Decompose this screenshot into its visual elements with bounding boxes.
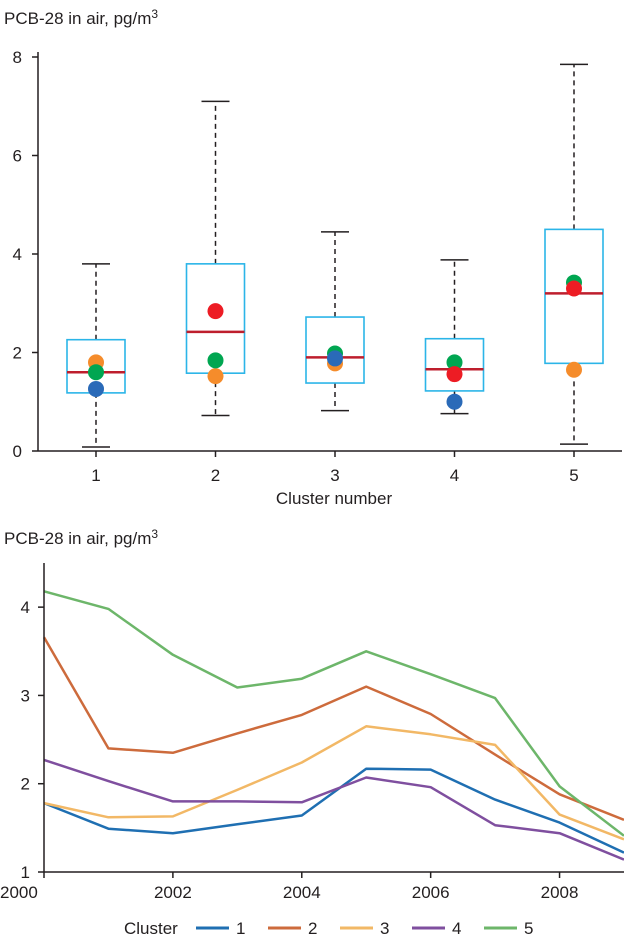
legend-label: 5	[524, 919, 533, 938]
box-plot-y-tick-label: 8	[13, 48, 22, 67]
legend-label: 3	[380, 919, 389, 938]
line-chart-y-tick-label: 1	[21, 863, 30, 882]
box-plot-y-tick-label: 6	[13, 147, 22, 166]
line-chart-y-tick-label: 4	[21, 598, 30, 617]
box-plot-points	[88, 274, 582, 410]
line-chart-x-ticks: 2000 2002 2004 2006 2008	[0, 872, 578, 902]
box-plot-x-axis-title: Cluster number	[276, 489, 393, 508]
data-point	[327, 350, 343, 367]
box-plot-y-tick-label: 2	[13, 344, 22, 363]
series-line-cluster-2	[42, 636, 624, 822]
box-plot-x-tick-label: 2	[211, 466, 220, 485]
box-plot-x-tick-label: 1	[91, 466, 100, 485]
legend-item-cluster-4: 4	[412, 919, 461, 938]
box-plot-x-ticks: 1 2 3 4 5	[91, 451, 579, 485]
legend-label: 4	[452, 919, 461, 938]
box-plot-chart: PCB-28 in air, pg/m3 0 2 4 6 8 1 2 3 4 5 Cluster…	[4, 7, 622, 508]
line-chart-x-tick-label: 2002	[154, 883, 192, 902]
line-chart-x-tick-label: 2006	[412, 883, 450, 902]
series-line-cluster-4	[43, 758, 624, 861]
box-plot-y-tick-label: 0	[13, 442, 22, 461]
box-cluster-5	[544, 63, 604, 445]
box-cluster-3	[305, 231, 365, 412]
legend-label: 1	[236, 919, 245, 938]
box-plot-y-axis-title: PCB-28 in air, pg/m3	[4, 7, 158, 28]
legend-item-cluster-1: 1	[196, 919, 245, 938]
legend-item-cluster-2: 2	[268, 919, 317, 938]
line-chart-legend: Cluster 1 2 3 4 5	[124, 919, 533, 938]
line-chart-series	[42, 590, 624, 861]
line-chart-y-axis-title: PCB-28 in air, pg/m3	[4, 527, 158, 548]
data-point	[566, 280, 582, 297]
series-line-cluster-5	[43, 590, 624, 837]
data-point	[88, 364, 104, 381]
line-chart-y-tick-label: 3	[21, 686, 30, 705]
data-point	[88, 380, 104, 397]
box-plot-y-ticks: 0 2 4 6 8	[13, 48, 38, 461]
line-chart-y-tick-label: 2	[21, 775, 30, 794]
data-point	[446, 393, 463, 410]
line-chart-x-tick-label: 2000	[0, 883, 38, 902]
series-line-cluster-3	[43, 725, 624, 841]
line-chart-x-tick-label: 2008	[541, 883, 579, 902]
box-plot-x-tick-label: 3	[330, 466, 339, 485]
data-point	[446, 354, 463, 371]
box-plot-x-tick-label: 4	[450, 466, 459, 485]
box-plot-x-tick-label: 5	[569, 466, 578, 485]
legend-item-cluster-5: 5	[484, 919, 533, 938]
line-chart-y-ticks: 1 2 3 4	[21, 598, 44, 882]
legend-label: 2	[308, 919, 317, 938]
data-point	[446, 366, 463, 383]
data-point	[207, 352, 224, 369]
box-plot-boxes	[66, 63, 604, 448]
data-point	[566, 361, 582, 378]
series-line-cluster-1	[43, 767, 624, 854]
box-plot-y-tick-label: 4	[13, 245, 22, 264]
line-chart-x-tick-label: 2004	[283, 883, 321, 902]
box-cluster-4	[424, 259, 485, 415]
data-point	[207, 368, 224, 385]
data-point	[207, 303, 224, 320]
legend-title: Cluster	[124, 919, 178, 938]
legend-item-cluster-3: 3	[340, 919, 389, 938]
